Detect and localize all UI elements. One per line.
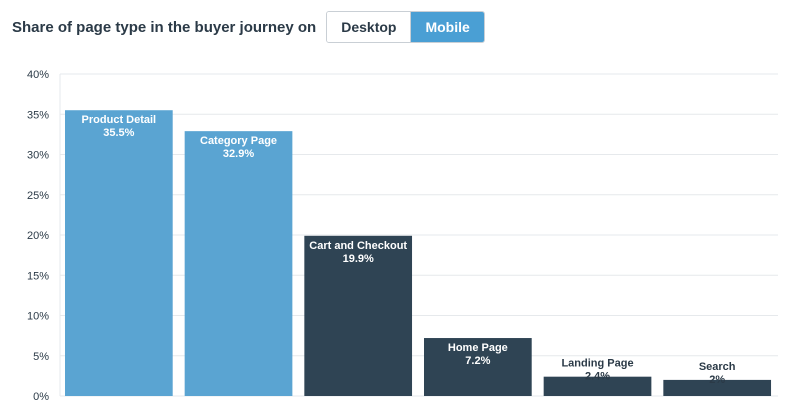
- y-tick-label: 25%: [27, 190, 49, 202]
- bar-value-label: 19.9%: [343, 253, 374, 265]
- mobile-toggle-button[interactable]: Mobile: [410, 12, 484, 42]
- y-tick-label: 10%: [27, 311, 49, 323]
- y-tick-label: 15%: [27, 270, 49, 282]
- y-tick-label: 40%: [27, 69, 49, 81]
- y-tick-label: 35%: [27, 109, 49, 121]
- bar[interactable]: [65, 110, 173, 396]
- chart-title: Share of page type in the buyer journey …: [12, 18, 317, 36]
- bar-value-label: 35.5%: [103, 127, 134, 139]
- bar-category-label: Category Page: [200, 135, 277, 147]
- bar[interactable]: [543, 376, 652, 396]
- bar-category-label: Search: [699, 361, 736, 373]
- bar-value-label: 2.4%: [585, 371, 610, 383]
- device-toggle: Desktop Mobile: [326, 11, 485, 43]
- bar[interactable]: [184, 131, 293, 396]
- y-tick-label: 5%: [33, 351, 49, 363]
- chart-header: Share of page type in the buyer journey …: [12, 11, 485, 43]
- bar[interactable]: [304, 235, 413, 396]
- bar-value-label: 32.9%: [223, 148, 254, 160]
- bar-category-label: Product Detail: [82, 114, 157, 126]
- desktop-toggle-button[interactable]: Desktop: [327, 12, 411, 42]
- y-tick-label: 30%: [27, 150, 49, 162]
- bar-category-label: Home Page: [448, 342, 508, 354]
- y-tick-label: 0%: [33, 391, 49, 403]
- bar-value-label: 7.2%: [465, 355, 490, 367]
- bar-category-label: Cart and Checkout: [309, 240, 407, 252]
- y-tick-label: 20%: [27, 230, 49, 242]
- bar-value-label: 2%: [709, 374, 725, 386]
- bar[interactable]: [424, 338, 532, 396]
- bar[interactable]: [663, 379, 772, 396]
- bar-category-label: Landing Page: [561, 358, 633, 370]
